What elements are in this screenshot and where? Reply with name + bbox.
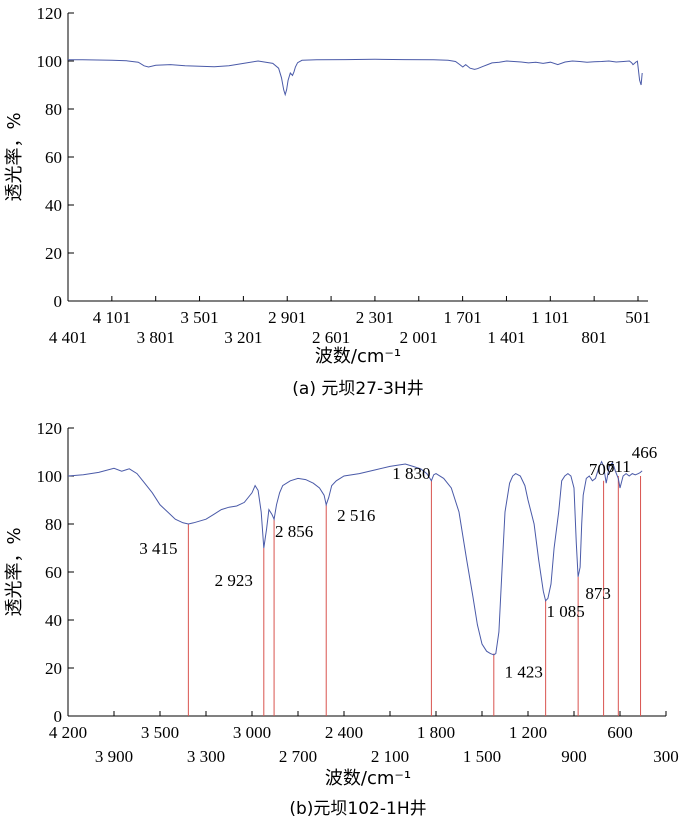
y-tick-label: 80 — [45, 100, 62, 119]
y-tick-label: 60 — [45, 563, 62, 582]
peak-label: 3 415 — [139, 539, 177, 558]
chart-b-spectrum-line — [67, 460, 643, 656]
chart-b-xlabel: 波数/cm⁻¹ — [325, 768, 411, 789]
chart-a-y-ticks: 0 20 40 60 80 100 120 — [37, 4, 74, 311]
peak-label: 1 423 — [505, 663, 543, 682]
x-tick-label: 1 500 — [463, 747, 501, 766]
y-tick-label: 100 — [37, 52, 63, 71]
x-tick-label: 501 — [625, 308, 651, 327]
x-tick-label: 1 200 — [509, 723, 547, 742]
peak-label: 466 — [632, 443, 658, 462]
y-tick-label: 120 — [37, 419, 63, 438]
x-tick-label: 1 800 — [417, 723, 455, 742]
x-tick-label: 600 — [607, 723, 633, 742]
x-tick-label: 3 000 — [233, 723, 271, 742]
peak-label: 873 — [585, 584, 611, 603]
peak-label: 707 — [589, 460, 615, 479]
x-tick-label: 2 400 — [325, 723, 363, 742]
x-tick-label: 3 501 — [180, 308, 218, 327]
x-tick-label: 2 100 — [371, 747, 409, 766]
x-tick-label: 4 101 — [93, 308, 131, 327]
x-tick-label: 300 — [653, 747, 679, 766]
x-tick-label: 2 700 — [279, 747, 317, 766]
x-tick-label: 3 500 — [141, 723, 179, 742]
y-tick-label: 0 — [54, 292, 63, 311]
peak-label: 2 516 — [337, 506, 375, 525]
y-tick-label: 120 — [37, 4, 63, 23]
chart-a-x-ticks: 4 101 3 501 2 901 2 301 1 701 1 101 501 4 401 3 … — [49, 296, 651, 347]
x-tick-label: 4 401 — [49, 328, 87, 347]
x-tick-label: 1 101 — [531, 308, 569, 327]
y-tick-label: 40 — [45, 611, 62, 630]
chart-b-caption: (b)元坝102-1H井 — [289, 799, 426, 819]
chart-b-y-ticks: 0 20 40 60 80 100 120 — [37, 419, 74, 726]
chart-a-spectrum-line — [68, 58, 643, 97]
chart-a-ylabel: 透光率，% — [4, 112, 25, 201]
x-tick-label: 1 701 — [443, 308, 481, 327]
y-tick-label: 20 — [45, 659, 62, 678]
x-tick-label: 3 900 — [95, 747, 133, 766]
x-tick-label: 3 201 — [224, 328, 262, 347]
y-tick-label: 80 — [45, 515, 62, 534]
peak-label: 1 830 — [392, 464, 430, 483]
peak-label: 611 — [606, 457, 631, 476]
y-tick-label: 60 — [45, 148, 62, 167]
peak-label: 2 856 — [275, 522, 313, 541]
chart-a-xlabel: 波数/cm⁻¹ — [315, 346, 401, 367]
x-tick-label: 2 901 — [268, 308, 306, 327]
y-tick-label: 20 — [45, 244, 62, 263]
chart-b-x-ticks: 4 200 3 500 3 000 2 400 1 800 1 200 600 3 900 3 … — [49, 711, 679, 766]
x-tick-label: 2 601 — [312, 328, 350, 347]
x-tick-label: 3 300 — [187, 747, 225, 766]
x-tick-label: 1 401 — [487, 328, 525, 347]
peak-label: 2 923 — [215, 571, 253, 590]
y-tick-label: 40 — [45, 196, 62, 215]
x-tick-label: 2 001 — [400, 328, 438, 347]
chart-b-ftir-yuanba-102-1h: 0 20 40 60 80 100 120 4 200 3 500 3 000 2 400 1 80… — [4, 419, 679, 819]
y-tick-label: 100 — [37, 467, 63, 486]
peak-label: 1 085 — [547, 602, 585, 621]
x-tick-label: 3 801 — [137, 328, 175, 347]
chart-b-peak-lines — [187, 476, 642, 716]
x-tick-label: 2 301 — [356, 308, 394, 327]
x-tick-label: 4 200 — [49, 723, 87, 742]
x-tick-label: 900 — [561, 747, 587, 766]
x-tick-label: 801 — [581, 328, 607, 347]
y-tick-label: 0 — [54, 707, 63, 726]
chart-a-caption: (a) 元坝27-3H井 — [292, 379, 423, 399]
chart-b-ylabel: 透光率，% — [4, 527, 25, 616]
chart-a-ftir-yuanba-27-3h: 0 20 40 60 80 100 120 4 101 3 501 2 901 2 301 1 70… — [4, 4, 651, 399]
